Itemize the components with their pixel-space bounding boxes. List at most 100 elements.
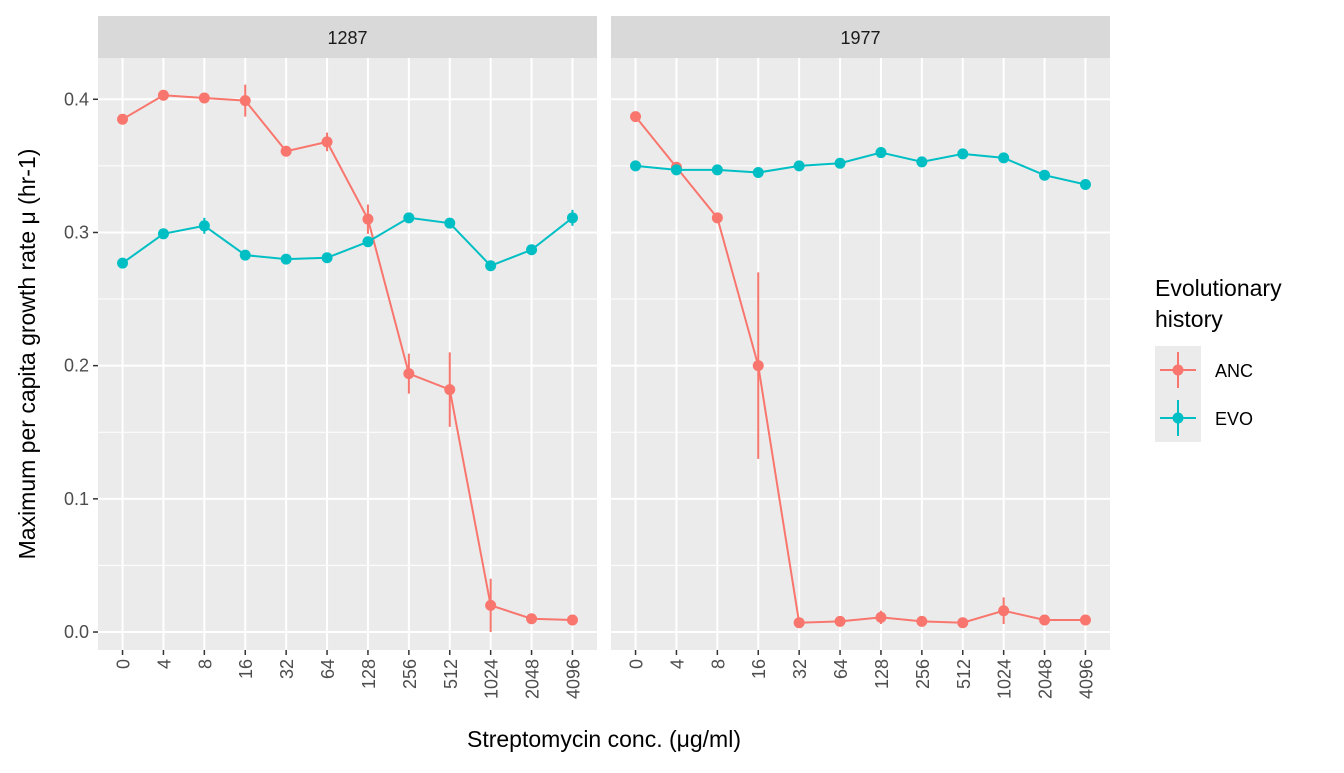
data-point xyxy=(362,236,374,248)
y-tick-label: 0.4 xyxy=(64,89,89,109)
x-tick-label: 8 xyxy=(708,659,728,669)
legend-title-line-2: history xyxy=(1155,306,1223,332)
x-tick-label: 256 xyxy=(400,659,420,689)
data-point xyxy=(198,92,210,104)
data-point xyxy=(752,360,764,372)
data-point xyxy=(998,605,1010,617)
x-tick-label: 4096 xyxy=(1076,659,1096,699)
data-point xyxy=(1079,179,1091,191)
x-tick-label: 1024 xyxy=(482,659,502,699)
facet-strip xyxy=(98,16,597,58)
data-point xyxy=(526,613,538,625)
data-point xyxy=(239,95,251,107)
data-point xyxy=(916,615,928,627)
x-tick-label: 64 xyxy=(318,659,338,679)
data-point xyxy=(157,89,169,101)
data-point xyxy=(280,253,292,265)
x-tick-label: 4096 xyxy=(563,659,583,699)
data-point xyxy=(670,164,682,176)
facet-strip-label: 1287 xyxy=(327,28,367,48)
facet-strip-label: 1977 xyxy=(840,28,880,48)
data-point xyxy=(711,212,723,224)
x-axis-title: Streptomycin conc. (μg/ml) xyxy=(467,726,741,752)
data-point xyxy=(875,611,887,623)
y-axis: 0.0 0.1 0.2 0.3 0.4 xyxy=(64,89,98,642)
data-point xyxy=(711,164,723,176)
data-point xyxy=(198,220,210,232)
facet-panels: 0 4 8 16 32 64 128 256 512 1024 2048 4096 1287 0 4 8 16 3… xyxy=(98,16,1110,699)
series-line xyxy=(635,151,1086,186)
x-tick-label: 256 xyxy=(913,659,933,689)
data-point xyxy=(630,160,642,172)
data-point xyxy=(834,157,846,169)
y-tick-label: 0.2 xyxy=(64,356,89,376)
series-line xyxy=(122,94,573,622)
x-tick-label: 64 xyxy=(831,659,851,679)
y-axis-title: Maximum per capita growth rate μ (hr-1) xyxy=(14,149,40,560)
x-tick-label: 4 xyxy=(154,659,174,669)
data-point xyxy=(875,147,887,159)
data-point xyxy=(998,152,1010,164)
data-point xyxy=(280,145,292,157)
data-point xyxy=(1039,169,1051,181)
x-tick-label: 32 xyxy=(790,659,810,679)
data-point xyxy=(957,148,969,160)
data-point xyxy=(321,136,333,148)
x-tick-label: 4 xyxy=(667,659,687,669)
series-line xyxy=(634,115,1086,624)
data-point xyxy=(117,113,129,125)
series-ANC xyxy=(117,84,578,633)
data-point xyxy=(1039,614,1051,626)
data-point xyxy=(752,167,764,179)
series-EVO xyxy=(630,147,1091,191)
y-tick-label: 0.1 xyxy=(64,489,89,509)
data-point xyxy=(157,228,169,240)
data-point xyxy=(403,212,415,224)
data-point xyxy=(630,111,642,123)
x-tick-label: 128 xyxy=(872,659,892,689)
data-point xyxy=(957,617,969,629)
data-point xyxy=(1079,614,1091,626)
data-point xyxy=(793,160,805,172)
facet-panel-1977: 0 4 8 16 32 64 128 256 512 1024 2048 4096 1977 xyxy=(611,16,1110,699)
panel-background xyxy=(98,58,597,650)
series-ANC xyxy=(630,111,1091,629)
x-tick-label: 1024 xyxy=(995,659,1015,699)
legend-title-line-1: Evolutionary xyxy=(1155,275,1282,301)
data-point xyxy=(117,257,129,269)
legend-key-point xyxy=(1172,364,1184,376)
x-tick-label: 512 xyxy=(441,659,461,689)
series-EVO xyxy=(117,209,578,272)
data-point xyxy=(566,212,578,224)
x-tick-label: 2048 xyxy=(1036,659,1056,699)
data-point xyxy=(485,260,497,272)
data-point xyxy=(403,368,415,380)
x-tick-label: 0 xyxy=(627,659,647,669)
x-tick-label: 32 xyxy=(277,659,297,679)
x-tick-label: 2048 xyxy=(523,659,543,699)
data-point xyxy=(239,249,251,261)
x-tick-label: 128 xyxy=(359,659,379,689)
x-tick-label: 16 xyxy=(749,659,769,679)
y-tick-label: 0.0 xyxy=(64,622,89,642)
legend-entry-EVO: EVO xyxy=(1155,394,1253,442)
legend-label: EVO xyxy=(1215,409,1253,429)
legend-entry-ANC: ANC xyxy=(1155,346,1253,394)
x-tick-label: 8 xyxy=(195,659,215,669)
data-point xyxy=(321,252,333,264)
data-point xyxy=(362,213,374,225)
x-tick-label: 0 xyxy=(114,659,134,669)
series-line xyxy=(121,216,574,267)
legend-label: ANC xyxy=(1215,361,1253,381)
data-point xyxy=(526,244,538,256)
facet-panel-1287: 0 4 8 16 32 64 128 256 512 1024 2048 4096 1287 xyxy=(98,16,597,699)
data-point xyxy=(834,615,846,627)
legend-key-point xyxy=(1172,412,1184,424)
facet-strip xyxy=(611,16,1110,58)
data-point xyxy=(566,614,578,626)
x-tick-label: 16 xyxy=(236,659,256,679)
y-tick-label: 0.3 xyxy=(64,222,89,242)
panel-background xyxy=(611,58,1110,650)
data-point xyxy=(793,617,805,629)
